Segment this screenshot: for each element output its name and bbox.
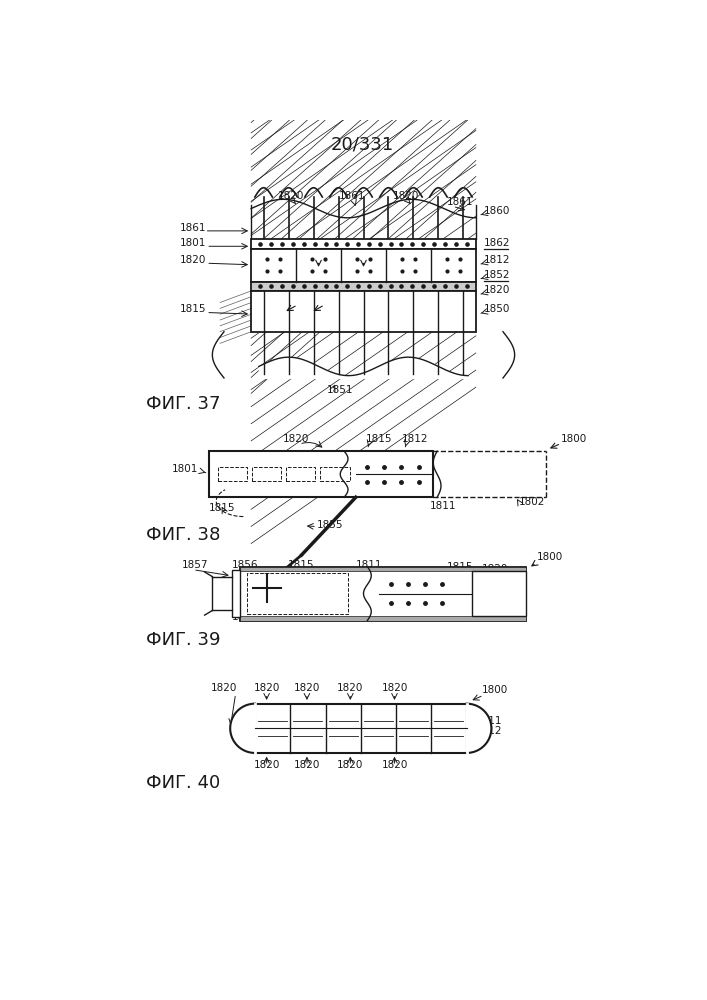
- Text: 1820: 1820: [253, 683, 280, 693]
- Text: ФИГ. 39: ФИГ. 39: [146, 631, 221, 649]
- Text: 1811: 1811: [476, 716, 503, 726]
- Bar: [472, 571, 526, 616]
- Text: 1820: 1820: [211, 683, 237, 693]
- Text: 1812: 1812: [484, 255, 510, 265]
- Text: 1820: 1820: [323, 612, 349, 622]
- Text: 1856: 1856: [232, 612, 258, 622]
- Text: 1861: 1861: [339, 191, 365, 201]
- Text: 1811: 1811: [356, 560, 382, 570]
- Text: 1815: 1815: [446, 562, 473, 572]
- Text: 1855: 1855: [317, 520, 344, 530]
- Text: 1815: 1815: [366, 434, 392, 444]
- Text: 1815: 1815: [180, 304, 206, 314]
- Text: 1862: 1862: [484, 238, 510, 248]
- Text: ФИГ. 37: ФИГ. 37: [146, 395, 221, 413]
- Bar: [240, 567, 526, 571]
- Text: 1811: 1811: [429, 501, 456, 511]
- Text: 1820: 1820: [381, 760, 408, 770]
- Text: 1812: 1812: [476, 726, 503, 736]
- Text: ФИГ. 38: ФИГ. 38: [146, 526, 221, 544]
- Bar: [286, 467, 315, 481]
- Text: 1857: 1857: [182, 560, 208, 570]
- Text: 1820: 1820: [393, 191, 419, 201]
- Bar: [255, 704, 467, 753]
- Text: 1820: 1820: [381, 683, 408, 693]
- Polygon shape: [230, 704, 255, 753]
- Bar: [209, 451, 433, 497]
- Text: 1820: 1820: [283, 434, 309, 444]
- Bar: [232, 570, 240, 617]
- Text: 1820: 1820: [337, 760, 363, 770]
- Text: 1820: 1820: [253, 760, 280, 770]
- Text: 1802: 1802: [518, 497, 545, 507]
- Text: 1820: 1820: [484, 285, 510, 295]
- Text: 1820: 1820: [293, 760, 320, 770]
- Bar: [247, 573, 348, 614]
- Bar: [218, 467, 247, 481]
- Text: 1861: 1861: [446, 197, 473, 207]
- Bar: [240, 616, 526, 620]
- Text: 1800: 1800: [537, 552, 563, 562]
- Text: 1820: 1820: [180, 255, 206, 265]
- Text: 1850: 1850: [484, 304, 510, 314]
- Text: 1800: 1800: [561, 434, 588, 444]
- Bar: [433, 451, 546, 497]
- Text: 1820: 1820: [293, 683, 320, 693]
- Bar: [320, 467, 349, 481]
- Text: 1800: 1800: [482, 685, 508, 695]
- Text: 1812: 1812: [402, 434, 428, 444]
- Text: 1861: 1861: [180, 223, 206, 233]
- Bar: [240, 567, 526, 620]
- Text: 20/331: 20/331: [330, 136, 394, 154]
- Bar: [251, 282, 476, 291]
- Text: 1860: 1860: [484, 206, 510, 216]
- Text: 1820: 1820: [337, 683, 363, 693]
- Bar: [209, 451, 433, 497]
- Text: 1856: 1856: [232, 560, 258, 570]
- Text: 1815: 1815: [288, 560, 315, 570]
- Bar: [251, 239, 476, 249]
- Text: 1852: 1852: [484, 270, 510, 280]
- Text: 1801: 1801: [180, 238, 206, 248]
- Text: 1801: 1801: [172, 464, 199, 474]
- Bar: [251, 249, 476, 282]
- Text: 1820: 1820: [482, 564, 508, 574]
- Bar: [252, 467, 281, 481]
- Text: ФИГ. 40: ФИГ. 40: [146, 774, 221, 792]
- Bar: [251, 291, 476, 332]
- Text: 1815: 1815: [209, 503, 235, 513]
- Polygon shape: [467, 704, 491, 753]
- Text: 1851: 1851: [327, 385, 354, 395]
- Text: 1820: 1820: [279, 191, 305, 201]
